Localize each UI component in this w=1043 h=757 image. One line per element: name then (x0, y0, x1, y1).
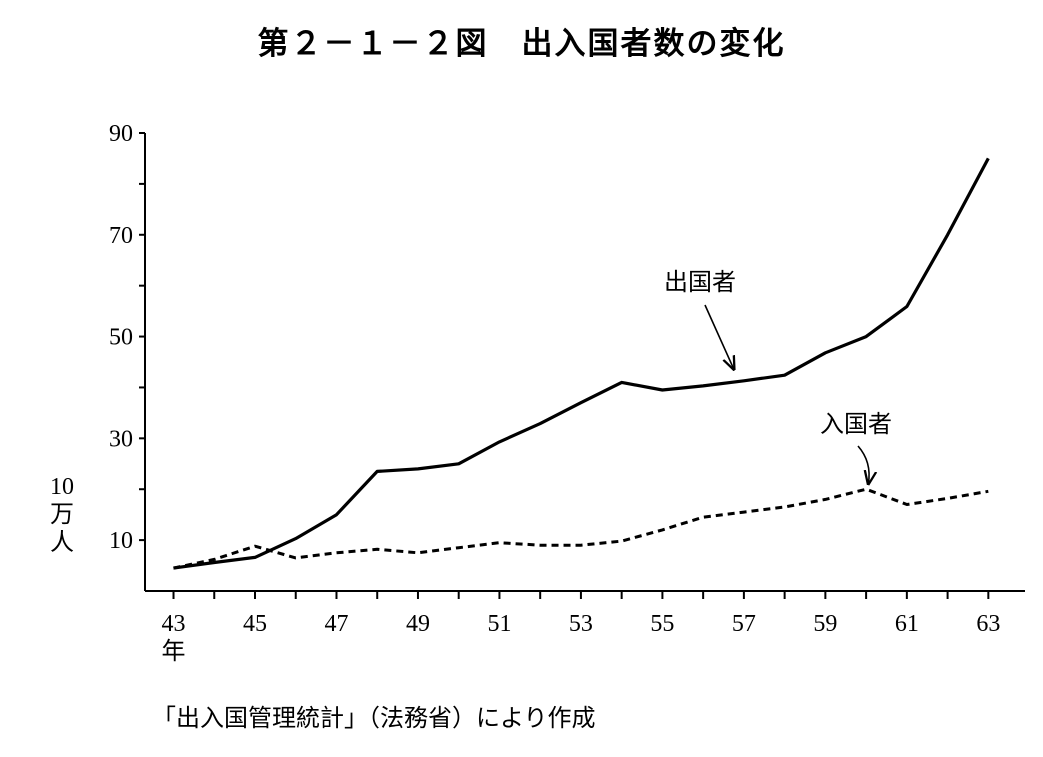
x-tick-label: 49 (406, 611, 430, 637)
x-tick-label: 59 (813, 611, 837, 637)
x-tick-label: 45 (243, 611, 267, 637)
x-tick-label: 47 (324, 611, 348, 637)
x-tick-label: 63 (976, 611, 1000, 637)
chart-title: 第２－１－２図 出入国者数の変化 (257, 26, 786, 62)
y-axis-unit-label: 10 (50, 474, 74, 500)
annotation-arrow (857, 445, 869, 484)
x-tick-label: 55 (650, 611, 674, 637)
y-tick-label: 90 (109, 121, 133, 147)
x-tick-label: 61 (895, 611, 919, 637)
x-axis-unit: 年 (162, 637, 186, 665)
y-tick-label: 50 (109, 325, 133, 351)
x-tick-label: 53 (569, 611, 593, 637)
x-tick-label: 51 (487, 611, 511, 637)
y-axis-unit-label: 万 (50, 500, 74, 528)
x-tick-label: 57 (732, 611, 756, 637)
y-tick-label: 70 (109, 223, 133, 249)
y-axis-unit-label: 人 (50, 528, 74, 556)
series-label-departures: 出国者 (664, 268, 736, 296)
series-label-arrivals: 入国者 (820, 410, 892, 438)
series-line-arrivals (173, 487, 989, 570)
y-tick-label: 10 (109, 528, 133, 554)
y-tick-label: 30 (109, 426, 133, 452)
x-tick-label: 43 (162, 611, 186, 637)
annotation-arrow (704, 304, 734, 369)
chart-source-note: 「出入国管理統計」（法務省）により作成 (152, 704, 596, 732)
series-line-departures (173, 157, 990, 570)
